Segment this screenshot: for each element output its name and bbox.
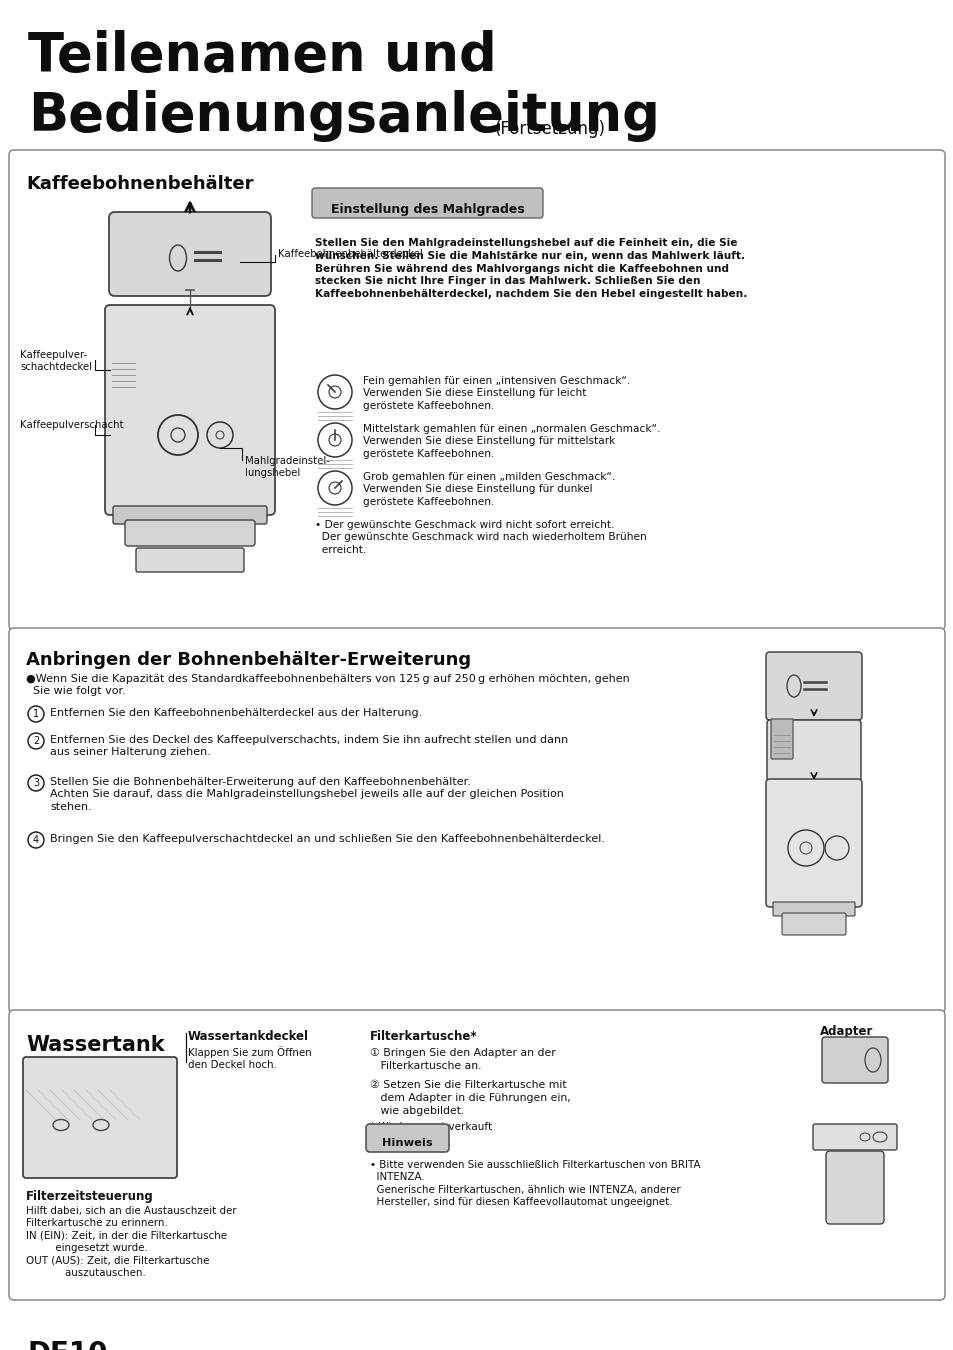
FancyBboxPatch shape	[312, 188, 542, 217]
Text: Entfernen Sie des Deckel des Kaffeepulverschachts, indem Sie ihn aufrecht stelle: Entfernen Sie des Deckel des Kaffeepulve…	[50, 734, 568, 757]
Text: Anbringen der Bohnenbehälter-Erweiterung: Anbringen der Bohnenbehälter-Erweiterung	[26, 651, 471, 670]
Text: 2: 2	[32, 736, 39, 747]
FancyBboxPatch shape	[136, 548, 244, 572]
Text: Grob gemahlen für einen „milden Geschmack“.
Verwenden Sie diese Einstellung für : Grob gemahlen für einen „milden Geschmac…	[363, 472, 615, 506]
Text: 1: 1	[33, 709, 39, 720]
Text: Mittelstark gemahlen für einen „normalen Geschmack“.
Verwenden Sie diese Einstel: Mittelstark gemahlen für einen „normalen…	[363, 424, 659, 459]
FancyBboxPatch shape	[772, 902, 854, 917]
FancyBboxPatch shape	[9, 150, 944, 630]
Text: • Bitte verwenden Sie ausschließlich Filterkartuschen von BRITA
  INTENZA.
  Gen: • Bitte verwenden Sie ausschließlich Fil…	[370, 1160, 700, 1207]
FancyBboxPatch shape	[105, 305, 274, 514]
Text: * Wird separat verkauft: * Wird separat verkauft	[370, 1122, 492, 1133]
Text: Mahlgradeinstel-
lungshebel: Mahlgradeinstel- lungshebel	[245, 456, 330, 478]
FancyBboxPatch shape	[108, 336, 140, 391]
Text: (Fortsetzung): (Fortsetzung)	[495, 120, 605, 138]
FancyBboxPatch shape	[821, 1037, 887, 1083]
Text: Kaffeebohnenbehälter: Kaffeebohnenbehälter	[26, 176, 253, 193]
Text: Fein gemahlen für einen „intensiven Geschmack“.
Verwenden Sie diese Einstellung : Fein gemahlen für einen „intensiven Gesc…	[363, 377, 630, 410]
Text: Filterkartusche*: Filterkartusche*	[370, 1030, 477, 1044]
Text: Klappen Sie zum Öffnen
den Deckel hoch.: Klappen Sie zum Öffnen den Deckel hoch.	[188, 1046, 312, 1071]
FancyBboxPatch shape	[812, 1125, 896, 1150]
Text: ① Bringen Sie den Adapter an der
   Filterkartusche an.: ① Bringen Sie den Adapter an der Filterk…	[370, 1048, 556, 1071]
FancyBboxPatch shape	[765, 779, 862, 907]
Text: 4: 4	[33, 836, 39, 845]
Text: Entfernen Sie den Kaffeebohnenbehälterdeckel aus der Halterung.: Entfernen Sie den Kaffeebohnenbehälterde…	[50, 707, 422, 718]
FancyBboxPatch shape	[112, 506, 267, 524]
Text: Filterzeitsteuerung: Filterzeitsteuerung	[26, 1189, 153, 1203]
Text: Bringen Sie den Kaffeepulverschachtdeckel an und schließen Sie den Kaffeebohnenb: Bringen Sie den Kaffeepulverschachtdecke…	[50, 834, 604, 844]
Text: Hilft dabei, sich an die Austauschzeit der
Filterkartusche zu erinnern.
IN (EIN): Hilft dabei, sich an die Austauschzeit d…	[26, 1206, 236, 1278]
FancyBboxPatch shape	[9, 1010, 944, 1300]
Text: • Der gewünschte Geschmack wird nicht sofort erreicht.
  Der gewünschte Geschmac: • Der gewünschte Geschmack wird nicht so…	[314, 520, 646, 555]
FancyBboxPatch shape	[366, 1125, 449, 1152]
Text: DE10: DE10	[28, 1341, 109, 1350]
Text: ② Setzen Sie die Filterkartusche mit
   dem Adapter in die Führungen ein,
   wie: ② Setzen Sie die Filterkartusche mit dem…	[370, 1080, 570, 1116]
FancyBboxPatch shape	[23, 1057, 177, 1179]
FancyBboxPatch shape	[9, 628, 944, 1012]
Text: Adapter: Adapter	[820, 1025, 872, 1038]
FancyBboxPatch shape	[825, 1152, 883, 1224]
FancyBboxPatch shape	[766, 720, 861, 782]
FancyBboxPatch shape	[781, 913, 845, 936]
Text: Wassertank: Wassertank	[26, 1035, 165, 1054]
Text: Kaffeebohnenbehälterdeckel: Kaffeebohnenbehälterdeckel	[277, 248, 422, 259]
Text: Kaffeepulverschacht: Kaffeepulverschacht	[20, 420, 124, 431]
Text: ●Wenn Sie die Kapazität des Standardkaffeebohnenbehälters von 125 g auf 250 g er: ●Wenn Sie die Kapazität des Standardkaff…	[26, 674, 629, 697]
Text: Bedienungsanleitung: Bedienungsanleitung	[28, 90, 659, 142]
Text: Wassertankdeckel: Wassertankdeckel	[188, 1030, 309, 1044]
Text: Kaffeepulver-
schachtdeckel: Kaffeepulver- schachtdeckel	[20, 350, 91, 371]
FancyBboxPatch shape	[765, 652, 862, 720]
Text: Stellen Sie den Mahlgradeinstellungshebel auf die Feinheit ein, die Sie
wünschen: Stellen Sie den Mahlgradeinstellungshebe…	[314, 238, 746, 300]
Text: Einstellung des Mahlgrades: Einstellung des Mahlgrades	[331, 202, 524, 216]
FancyBboxPatch shape	[770, 720, 792, 759]
Text: Stellen Sie die Bohnenbehälter-Erweiterung auf den Kaffeebohnenbehälter.
Achten : Stellen Sie die Bohnenbehälter-Erweiteru…	[50, 778, 563, 811]
FancyBboxPatch shape	[109, 212, 271, 296]
FancyBboxPatch shape	[125, 520, 254, 545]
Text: Hinweis: Hinweis	[382, 1138, 433, 1148]
Text: 3: 3	[33, 778, 39, 788]
Text: Teilenamen und: Teilenamen und	[28, 30, 497, 82]
